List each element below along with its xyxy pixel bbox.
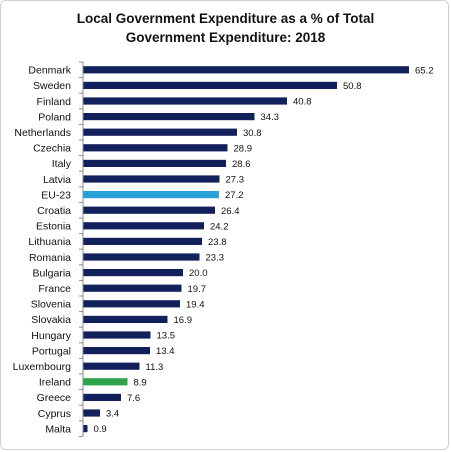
value-label-eu-23: 27.2 (225, 190, 244, 201)
category-label-hungary: Hungary (31, 330, 71, 342)
category-label-slovakia: Slovakia (31, 314, 71, 326)
category-label-eu-23: EU-23 (41, 189, 71, 201)
value-label-hungary: 13.5 (157, 331, 176, 342)
bar-bulgaria (83, 269, 183, 277)
value-label-denmark: 65.2 (415, 65, 434, 76)
category-label-poland: Poland (38, 111, 71, 123)
category-label-lithuania: Lithuania (28, 236, 71, 248)
value-label-romania: 23.3 (206, 253, 225, 264)
value-label-estonia: 24.2 (210, 221, 229, 232)
bar-croatia (83, 206, 215, 214)
value-label-slovenia: 19.4 (186, 299, 205, 310)
value-label-lithuania: 23.8 (208, 237, 227, 248)
bar-netherlands (83, 128, 237, 136)
chart-title: Local Government Expenditure as a % of T… (0, 9, 451, 47)
category-label-cyprus: Cyprus (38, 408, 71, 420)
value-label-czechia: 28.9 (234, 143, 253, 154)
bar-portugal (83, 347, 150, 355)
value-label-ireland: 8.9 (134, 377, 147, 388)
category-label-romania: Romania (29, 252, 71, 264)
value-label-italy: 28.6 (232, 159, 251, 170)
value-label-poland: 34.3 (261, 112, 280, 123)
value-label-greece: 7.6 (127, 393, 140, 404)
bar-ireland (83, 378, 128, 386)
bar-cyprus (83, 409, 100, 417)
bar-romania (83, 253, 200, 261)
value-label-croatia: 26.4 (221, 206, 240, 217)
value-label-france: 19.7 (188, 284, 207, 295)
bar-lithuania (83, 237, 202, 245)
bar-slovenia (83, 300, 180, 308)
category-label-malta: Malta (45, 423, 71, 435)
bar-latvia (83, 175, 220, 183)
bar-slovakia (83, 315, 168, 323)
category-label-ireland: Ireland (39, 377, 71, 389)
value-label-luxembourg: 11.3 (146, 362, 164, 373)
chart-title-line-1: Local Government Expenditure as a % of T… (76, 11, 375, 26)
chart-title-line-2: Government Expenditure: 2018 (125, 30, 326, 45)
bar-czechia (83, 144, 228, 152)
category-label-france: France (38, 283, 71, 295)
bar-finland (83, 97, 287, 105)
value-label-cyprus: 3.4 (106, 409, 119, 420)
bar-poland (83, 113, 255, 121)
value-label-malta: 0.9 (94, 424, 107, 435)
bar-malta (83, 425, 88, 433)
category-label-latvia: Latvia (43, 174, 71, 186)
category-label-estonia: Estonia (36, 221, 71, 233)
category-label-portugal: Portugal (32, 345, 71, 357)
category-label-czechia: Czechia (33, 143, 71, 155)
category-label-sweden: Sweden (33, 80, 71, 92)
bar-luxembourg (83, 362, 140, 370)
bar-hungary (83, 331, 151, 339)
value-label-slovakia: 16.9 (174, 315, 193, 326)
value-label-bulgaria: 20.0 (189, 268, 208, 279)
category-label-bulgaria: Bulgaria (32, 267, 71, 279)
value-label-sweden: 50.8 (343, 81, 362, 92)
category-label-croatia: Croatia (37, 205, 71, 217)
bar-italy (83, 159, 226, 167)
value-label-latvia: 27.3 (226, 175, 245, 186)
bar-france (83, 284, 182, 292)
bar-greece (83, 393, 121, 401)
category-label-finland: Finland (37, 96, 72, 108)
value-label-finland: 40.8 (293, 97, 312, 108)
category-label-italy: Italy (52, 158, 72, 170)
bar-denmark (83, 66, 409, 74)
category-label-netherlands: Netherlands (14, 127, 71, 139)
category-label-denmark: Denmark (28, 65, 71, 77)
value-label-portugal: 13.4 (156, 346, 175, 357)
bar-sweden (83, 81, 337, 89)
category-label-greece: Greece (37, 392, 72, 404)
category-label-slovenia: Slovenia (31, 299, 71, 311)
value-label-netherlands: 30.8 (243, 128, 262, 139)
bar-estonia (83, 222, 204, 230)
category-label-luxembourg: Luxembourg (13, 361, 72, 373)
bar-eu-23 (83, 191, 219, 199)
